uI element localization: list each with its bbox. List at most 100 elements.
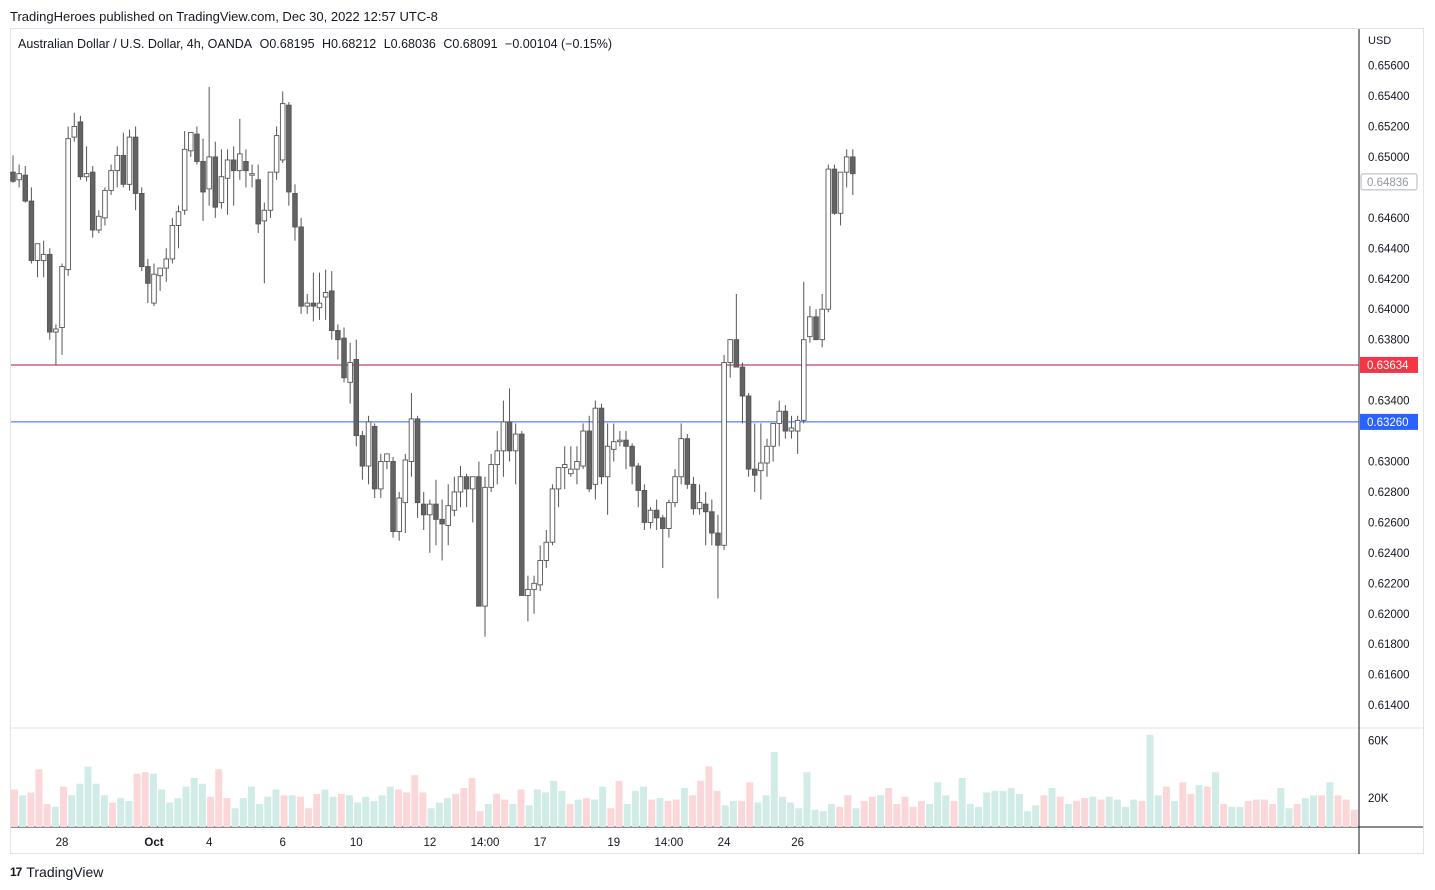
candle-body [825,168,832,310]
candle-up [365,415,372,485]
volume-bar [92,783,100,827]
volume-bar [566,803,574,827]
candle-up [279,91,286,164]
currency-label: USD [1368,35,1391,47]
candle-body [512,433,519,452]
candle-body [837,171,844,214]
candle-body [684,438,691,485]
volume-bar [109,802,117,827]
price-tick-label: 0.63800 [1368,335,1410,347]
candle-up [249,164,255,188]
candle-body [764,445,770,464]
volume-bar [591,799,599,827]
candle-up [71,112,78,142]
price-tick-label: 0.64200 [1368,274,1410,286]
candle-body [457,476,464,493]
candle-body [641,489,648,523]
candle-body [126,136,133,185]
candle-body [28,200,35,261]
candle-up [273,126,280,180]
candle-up [580,423,586,470]
volume-bar [133,773,141,827]
volume-bar [337,793,345,827]
candle-body [843,156,850,173]
volume-bar [27,792,35,827]
volume-bar [689,795,697,827]
candle-up [500,400,507,477]
volume-layer [11,734,1358,827]
candle-down [132,126,139,211]
volume-bar [991,790,999,827]
volume-bar [1301,798,1309,827]
candle-body [696,502,703,510]
volume-bar [738,801,746,827]
volume-bar [1285,808,1293,827]
candle-up [525,575,531,622]
candle-body [709,511,715,534]
volume-bar [844,795,852,827]
footer-brand-label: TradingView [26,864,104,880]
candle-body [629,445,635,467]
candle-body [267,171,274,211]
candle-body [733,339,740,368]
volume-bar [721,805,729,827]
volume-bar [1024,811,1032,827]
candle-down [47,248,53,340]
candle-up [819,293,825,348]
candle-down [660,514,666,569]
candle-up [445,484,451,546]
candle-down [739,362,746,424]
volume-bar [1113,799,1121,827]
candle-body [617,439,623,443]
axis-layer: USD 0.65600 0.65400 0.65200 0.65000 0.64600 0.… [56,35,1418,849]
volume-bar [354,802,362,827]
candle-body [525,588,531,596]
volume-bar [321,789,329,827]
volume-bar [926,803,933,827]
candle-up [549,484,556,546]
price-tick-label: 0.62400 [1368,548,1410,560]
candle-up [65,126,71,276]
candle-down [439,499,445,561]
candle-body [598,407,605,478]
candle-up [451,476,458,517]
candle-body [157,267,163,277]
volume-bar [542,792,549,827]
volume-bar [443,798,451,827]
candle-up [788,415,795,439]
volume-bar [141,772,149,827]
volume-bar [1064,803,1072,827]
candle-body [420,503,427,516]
volume-bar [1089,796,1097,827]
candle-body [666,502,672,529]
candle-up [34,243,41,278]
legend-change: −0.00104 (−0.15%) [505,37,613,51]
candle-down [733,293,740,368]
candle-down [745,392,752,477]
candle-up [175,205,182,249]
volume-bar [1187,793,1195,827]
volume-bar [76,783,84,827]
volume-bar [1350,809,1358,827]
price-tick-label: 0.62200 [1368,578,1410,590]
candle-body [89,171,96,231]
candle-body [47,253,53,333]
candle-up [610,423,617,462]
volume-bar [713,790,721,827]
candle-body [114,154,120,172]
candle-body [396,497,402,532]
candle-up [574,446,580,485]
volume-bar [19,795,27,827]
footer-brand[interactable]: 17 TradingView [10,864,103,880]
price-tick-label: 0.65400 [1368,91,1410,103]
candle-body [359,435,366,467]
volume-bar [876,795,884,827]
volume-bar [607,808,615,827]
candle-body [604,445,611,478]
time-tick-label: 14:00 [471,837,500,849]
candle-up [770,422,776,462]
volume-bar [934,782,942,827]
candle-body [433,503,439,520]
candle-body [163,258,169,269]
